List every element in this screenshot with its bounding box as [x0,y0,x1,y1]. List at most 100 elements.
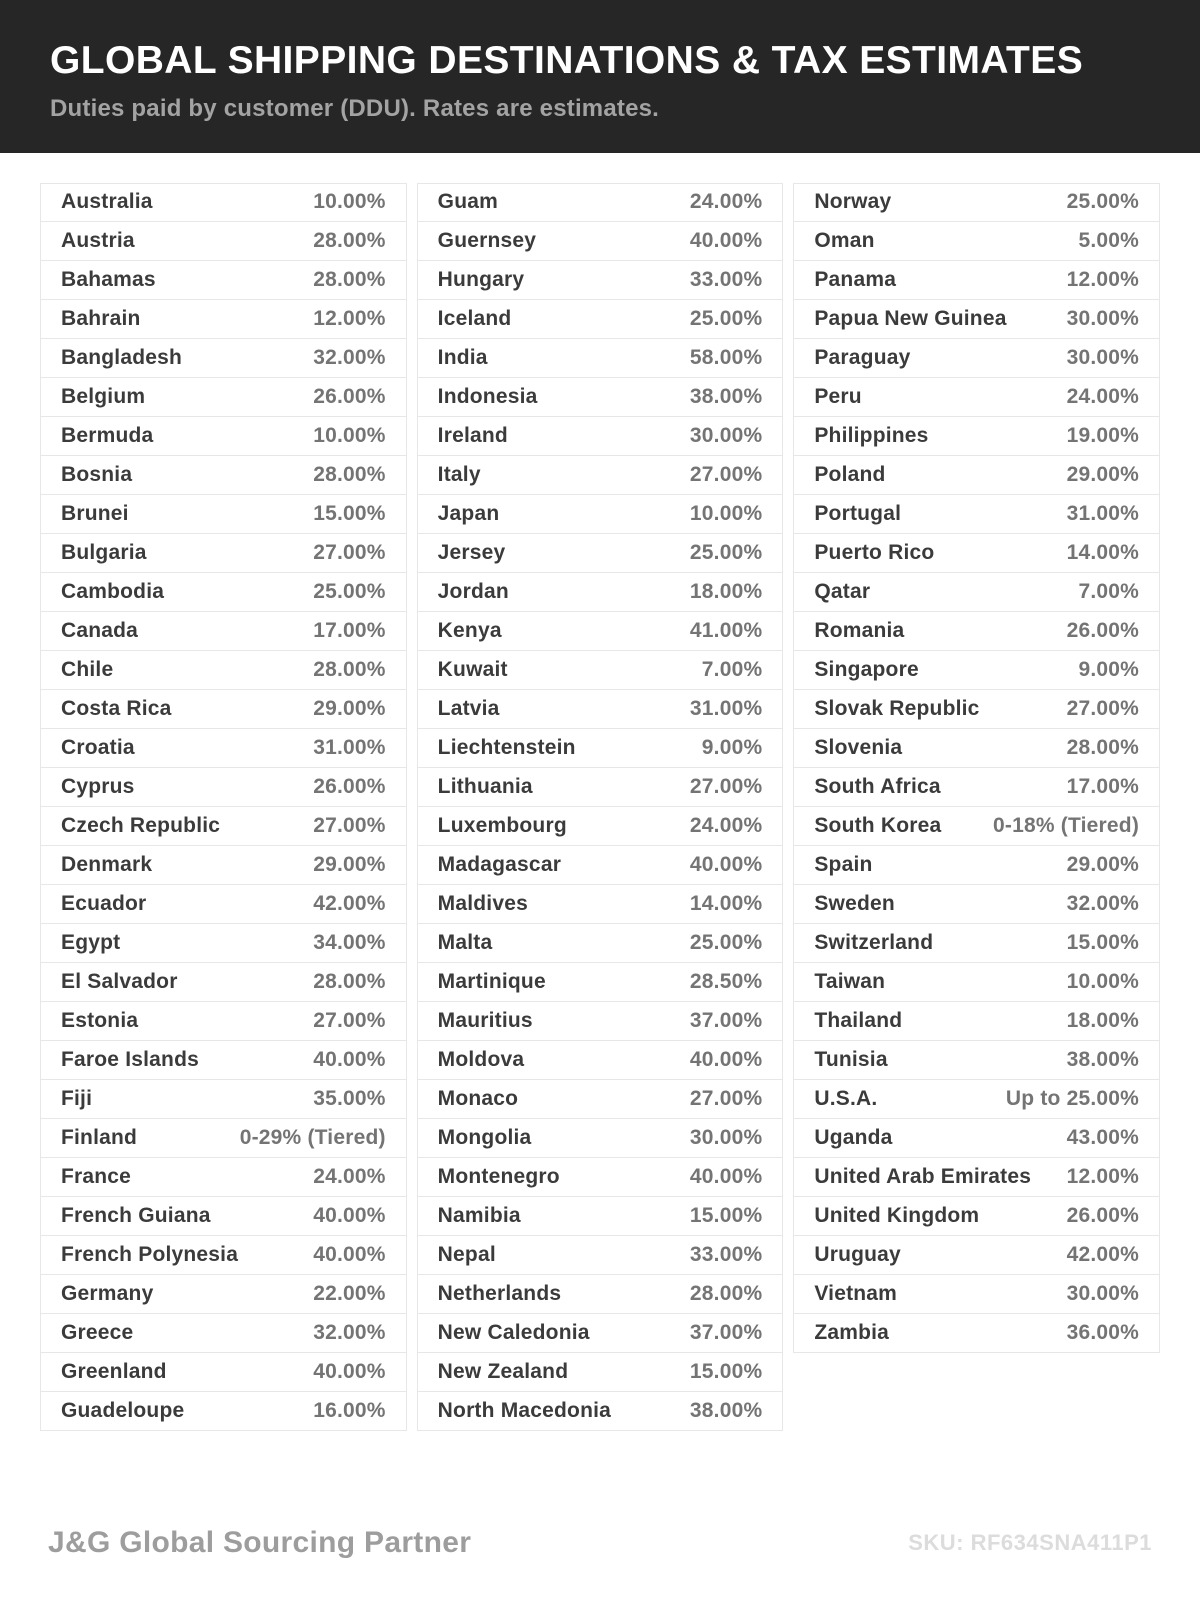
table-row: Greenland 40.00% [40,1352,407,1392]
country-name: Montenegro [437,1164,560,1188]
tax-rate: 28.00% [313,228,386,252]
country-name: Ireland [437,423,508,447]
tax-rate: 26.00% [1066,618,1140,642]
table-row: Portugal 31.00% [793,494,1161,534]
tax-rate: 40.00% [313,1242,386,1266]
table-row: Iceland 25.00% [416,299,784,339]
country-name: United Kingdom [814,1203,980,1227]
country-name: Egypt [61,930,121,954]
tax-rate: 25.00% [313,579,386,603]
country-name: Puerto Rico [814,540,935,564]
tax-rate: 26.00% [313,384,386,408]
tax-rate: 30.00% [1066,1281,1140,1305]
table-row: Paraguay 30.00% [793,338,1161,378]
tax-rate: 22.00% [313,1281,386,1305]
table-row: France 24.00% [40,1157,407,1197]
table-row: Thailand 18.00% [793,1001,1161,1041]
table-row: Bulgaria 27.00% [40,533,407,573]
table-row: Slovenia 28.00% [793,728,1161,768]
country-name: Guam [437,190,498,214]
tax-rate: 12.00% [313,306,386,330]
table-row: North Macedonia 38.00% [416,1391,784,1431]
footer: J&G Global Sourcing Partner SKU: RF634SN… [48,1526,1152,1560]
table-row: Namibia 15.00% [416,1196,784,1236]
tax-rate: 29.00% [313,696,386,720]
country-name: French Polynesia [61,1242,239,1266]
country-name: Uganda [814,1125,893,1149]
table-row: Philippines 19.00% [793,416,1161,456]
table-row: Bosnia 28.00% [40,455,407,495]
tax-rate: 28.00% [313,657,386,681]
table-row: Taiwan 10.00% [793,962,1161,1002]
country-name: Croatia [61,735,135,759]
tax-rate: 41.00% [689,618,763,642]
tax-rate: 25.00% [689,930,763,954]
sku-label: SKU: RF634SNA411P1 [908,1530,1152,1555]
table-row: Austria 28.00% [40,221,407,261]
table-column-3: Norway 25.00% Oman 5.00% Panama 12.00% Papua N… [793,182,1161,1431]
table-row: Croatia 31.00% [40,728,407,768]
country-name: Vietnam [814,1281,898,1305]
table-row: Uganda 43.00% [793,1118,1161,1158]
table-row: French Guiana 40.00% [40,1196,407,1236]
tax-rate: 32.00% [313,1320,386,1344]
table-row: United Kingdom 26.00% [793,1196,1161,1236]
table-row: Ecuador 42.00% [40,884,407,924]
country-name: Faroe Islands [61,1047,199,1071]
table-row: Zambia 36.00% [793,1313,1161,1353]
country-name: U.S.A. [814,1086,878,1110]
tax-rate: 10.00% [689,501,763,525]
table-row: Fiji 35.00% [40,1079,407,1119]
table-row: Guernsey 40.00% [416,221,784,261]
country-name: Maldives [437,891,528,915]
tax-rate: 30.00% [689,1125,763,1149]
country-name: Martinique [437,969,546,993]
table-row: Estonia 27.00% [40,1001,407,1041]
tax-rate: 40.00% [313,1203,386,1227]
country-name: El Salvador [61,969,178,993]
table-row: Norway 25.00% [793,182,1161,222]
header-banner: GLOBAL SHIPPING DESTINATIONS & TAX ESTIM… [0,0,1200,153]
country-name: Bahrain [61,306,141,330]
table-row: South Korea 0-18% (Tiered) [793,806,1161,846]
tax-rate: 27.00% [313,540,386,564]
tax-rate: 58.00% [689,345,763,369]
country-name: Canada [61,618,139,642]
country-name: Bahamas [61,267,156,291]
table-row: Panama 12.00% [793,260,1161,300]
tax-rate: 0-29% (Tiered) [239,1125,386,1149]
country-name: Estonia [61,1008,139,1032]
country-name: Madagascar [437,852,562,876]
table-row: Denmark 29.00% [40,845,407,885]
country-name: Finland [61,1125,138,1149]
country-name: Czech Republic [61,813,221,837]
tax-rate: 27.00% [313,813,386,837]
country-name: France [61,1164,132,1188]
country-name: Bulgaria [61,540,147,564]
tax-rate: 33.00% [689,267,763,291]
page-subtitle: Duties paid by customer (DDU). Rates are… [50,94,660,122]
tax-rate: 37.00% [689,1320,763,1344]
table-row: Papua New Guinea 30.00% [793,299,1161,339]
tax-rate: 24.00% [689,190,763,214]
tax-rate: 18.00% [1066,1008,1140,1032]
table-row: New Caledonia 37.00% [416,1313,784,1353]
country-name: Philippines [814,423,929,447]
tax-rate: 16.00% [313,1398,386,1422]
tax-rate: 12.00% [1066,267,1140,291]
tax-rate: 31.00% [1066,501,1140,525]
tax-rate: 35.00% [313,1086,386,1110]
tax-rate: 12.00% [1066,1164,1140,1188]
table-row: Australia 10.00% [40,182,407,222]
table-row: El Salvador 28.00% [40,962,407,1002]
tax-rate: 40.00% [689,1164,763,1188]
country-name: Romania [814,618,905,642]
country-name: Jordan [437,579,509,603]
table-row: Cyprus 26.00% [40,767,407,807]
tax-rate: 28.50% [689,969,763,993]
country-name: Bangladesh [61,345,183,369]
table-row: Germany 22.00% [40,1274,407,1314]
table-row: Spain 29.00% [793,845,1161,885]
country-name: Latvia [437,696,500,720]
table-row: Indonesia 38.00% [416,377,784,417]
